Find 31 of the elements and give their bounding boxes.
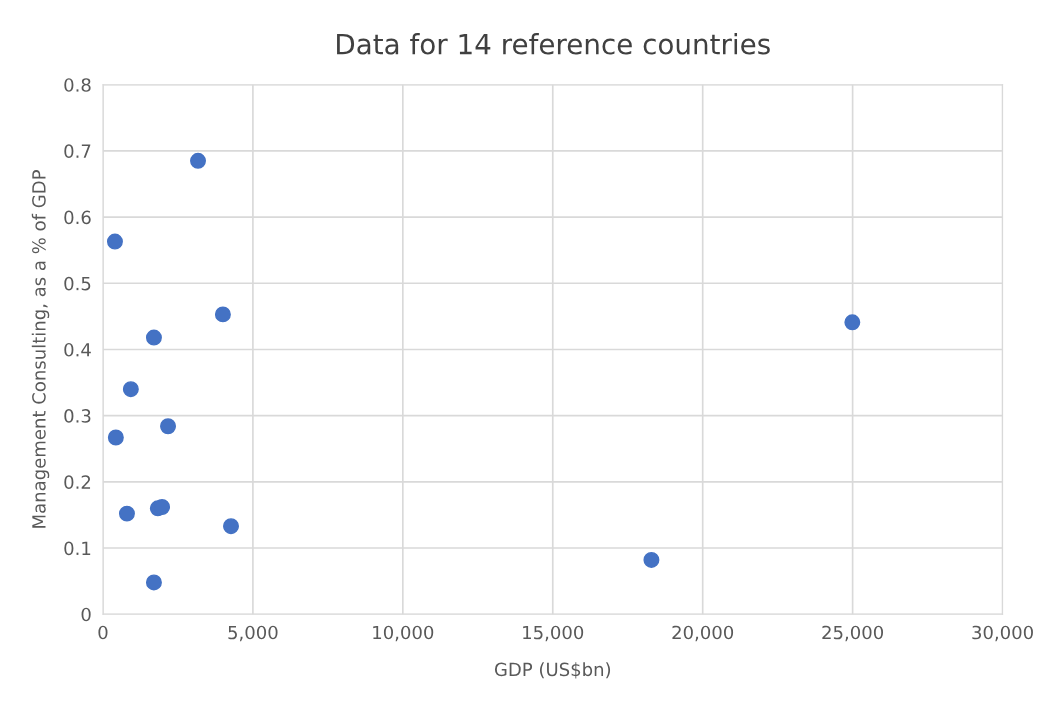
- chart-title: Data for 14 reference countries: [337, 33, 770, 55]
- x-tick-label: 0: [98, 625, 108, 640]
- point: [122, 381, 139, 398]
- point: [190, 152, 206, 169]
- point: [643, 551, 660, 568]
- point: [145, 574, 162, 591]
- x-tick-label: 15,000: [523, 625, 584, 642]
- y-tick-label: 0.8: [64, 78, 91, 92]
- point: [214, 306, 231, 323]
- point: [118, 505, 135, 522]
- y-tick-label: 0.3: [64, 409, 91, 423]
- point: [160, 418, 177, 435]
- y-tick-label: 0.1: [64, 541, 91, 556]
- y-axis-title: Management Consulting, as a % of GDP: [31, 170, 50, 528]
- x-axis-title: GDP (US$bn): [494, 662, 611, 679]
- y-tick-label: 0.5: [64, 276, 91, 291]
- point: [106, 233, 123, 250]
- y-tick-label: 0.7: [64, 144, 91, 159]
- x-tick-label: 5,000: [228, 625, 278, 642]
- point: [223, 518, 239, 535]
- x-tick-label: 25,000: [822, 625, 884, 642]
- y-tick-label: 0.2: [64, 475, 91, 489]
- x-tick-label: 30,000: [972, 625, 1033, 642]
- point: [107, 429, 124, 446]
- y-tick-label: 0.6: [64, 210, 91, 225]
- y-tick-label: 0: [81, 607, 91, 622]
- y-tick-label: 0.4: [64, 342, 91, 357]
- point: [145, 329, 162, 346]
- x-tick-label: 10,000: [373, 625, 434, 642]
- point: [844, 314, 861, 331]
- x-tick-label: 20,000: [672, 625, 734, 642]
